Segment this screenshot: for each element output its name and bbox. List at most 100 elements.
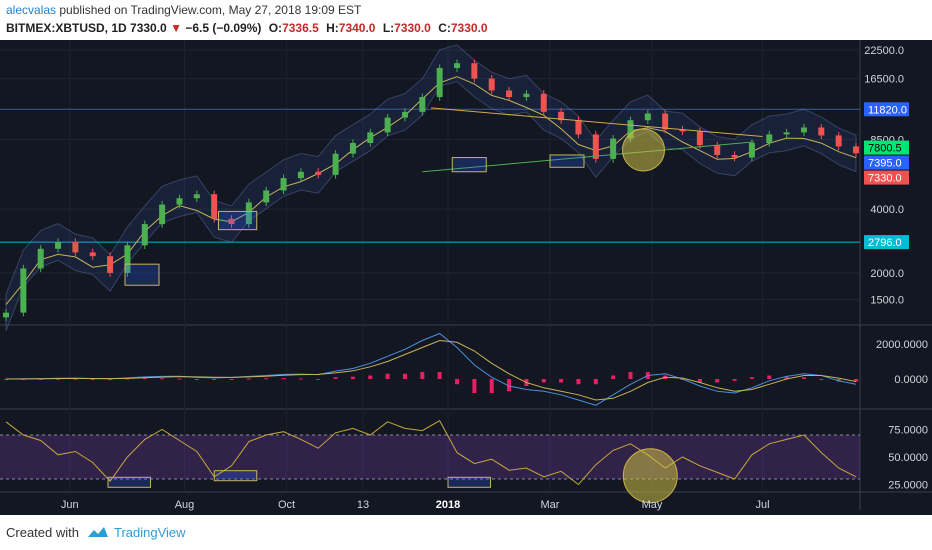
highlight-box bbox=[124, 263, 160, 286]
macd-histogram-bar bbox=[368, 375, 373, 379]
candle bbox=[592, 134, 599, 159]
macd-histogram-bar bbox=[732, 379, 737, 381]
tradingview-logo-icon bbox=[88, 527, 108, 537]
macd-histogram-bar bbox=[160, 378, 165, 380]
author-link[interactable]: alecvalas bbox=[6, 3, 57, 17]
price-label-text: 11820.0 bbox=[868, 104, 907, 116]
candle bbox=[315, 171, 322, 175]
time-axis-tick-label: Mar bbox=[541, 499, 560, 511]
candle bbox=[835, 135, 842, 147]
macd-histogram-bar bbox=[333, 377, 338, 379]
high-value: 7340.0 bbox=[338, 21, 376, 35]
open-value: 7336.5 bbox=[282, 21, 319, 35]
price-label-text: 7330.0 bbox=[868, 173, 902, 185]
candle bbox=[55, 241, 62, 249]
candle bbox=[818, 127, 825, 136]
macd-histogram-bar bbox=[767, 375, 772, 379]
rsi-highlight-box bbox=[213, 470, 258, 482]
macd-histogram-bar bbox=[697, 379, 702, 383]
last-price: 7330.0 bbox=[130, 21, 167, 35]
macd-histogram-bar bbox=[264, 378, 269, 380]
macd-histogram-bar bbox=[4, 379, 8, 380]
price-label-text: 7800.5 bbox=[868, 143, 902, 155]
rsi-focus-circle bbox=[622, 448, 678, 504]
candle bbox=[280, 178, 287, 191]
rsi-band-fill bbox=[0, 435, 860, 479]
macd-histogram-bar bbox=[715, 379, 720, 383]
macd-histogram-bar bbox=[801, 377, 806, 379]
chart-background bbox=[0, 40, 932, 515]
macd-histogram-bar bbox=[177, 378, 182, 380]
price-label-text: 7395.0 bbox=[868, 158, 902, 170]
candle bbox=[506, 90, 513, 98]
macd-histogram-bar bbox=[559, 379, 564, 383]
macd-histogram-bar bbox=[21, 378, 26, 380]
candle bbox=[766, 134, 773, 143]
macd-histogram-bar bbox=[90, 379, 95, 380]
focus-circle bbox=[622, 128, 665, 172]
candle bbox=[783, 132, 790, 135]
price-axis-tick-label: 22500.0 bbox=[864, 45, 904, 57]
candle bbox=[37, 248, 44, 269]
price-label-badge bbox=[864, 170, 909, 185]
macd-histogram-bar bbox=[489, 379, 494, 393]
macd-histogram-bar bbox=[56, 378, 61, 380]
candle bbox=[211, 194, 218, 219]
chart-area[interactable]: 22500.016500.08500.04000.02000.01500.011… bbox=[0, 40, 932, 515]
published-text: published on TradingView.com, May 27, 20… bbox=[59, 3, 362, 17]
low-value: 7330.0 bbox=[394, 21, 431, 35]
candle bbox=[263, 190, 270, 203]
candle bbox=[419, 97, 426, 112]
candle bbox=[193, 194, 200, 199]
candle bbox=[748, 142, 755, 158]
candle bbox=[228, 218, 235, 225]
candle bbox=[540, 93, 547, 112]
publish-line: alecvalas published on TradingView.com, … bbox=[6, 3, 361, 17]
symbol-label[interactable]: BITMEX:XBTUSD, 1D bbox=[6, 21, 127, 35]
macd-histogram-bar bbox=[628, 372, 633, 379]
macd-histogram-bar bbox=[784, 376, 789, 379]
rsi-axis-tick-label: 50.0000 bbox=[888, 452, 928, 464]
highlight-box bbox=[451, 157, 487, 173]
candle bbox=[610, 138, 617, 159]
macd-histogram-bar bbox=[819, 379, 824, 380]
ohlc-legend: BITMEX:XBTUSD, 1D 7330.0 ▼ −6.5 (−0.09%)… bbox=[6, 21, 488, 35]
rsi-line bbox=[5, 420, 857, 486]
price-label-badge bbox=[864, 140, 909, 155]
candle bbox=[853, 146, 859, 154]
macd-histogram-bar bbox=[472, 379, 477, 393]
candle bbox=[384, 117, 391, 133]
candle bbox=[141, 224, 148, 246]
macd-histogram-bar bbox=[38, 378, 43, 380]
chart-svg[interactable]: 22500.016500.08500.04000.02000.01500.011… bbox=[0, 40, 932, 515]
rsi-axis-tick-label: 75.0000 bbox=[888, 425, 928, 437]
macd-histogram-bar bbox=[541, 379, 546, 383]
macd-histogram-bar bbox=[125, 378, 130, 380]
price-axis-tick-label: 16500.0 bbox=[864, 74, 904, 86]
tradingview-brand[interactable]: TradingView bbox=[114, 525, 186, 540]
macd-histogram-bar bbox=[108, 379, 113, 380]
chart-header: alecvalas published on TradingView.com, … bbox=[0, 0, 932, 40]
highlight-box bbox=[549, 154, 585, 168]
candle bbox=[72, 241, 79, 253]
macd-histogram-bar bbox=[229, 379, 234, 380]
macd-histogram-bar bbox=[142, 378, 147, 380]
support-trendline bbox=[422, 141, 755, 173]
candle bbox=[297, 171, 304, 179]
candle bbox=[627, 120, 634, 139]
candle bbox=[696, 131, 703, 146]
candle bbox=[107, 256, 114, 273]
candle bbox=[20, 268, 27, 313]
time-axis-tick-label: Jul bbox=[755, 499, 769, 511]
macd-histogram-bar bbox=[437, 372, 442, 379]
candle bbox=[3, 312, 9, 318]
candle bbox=[800, 127, 807, 133]
macd-signal-line bbox=[5, 339, 857, 401]
candle bbox=[471, 63, 478, 79]
price-label-badge bbox=[864, 235, 909, 250]
close-value: 7330.0 bbox=[450, 21, 488, 35]
macd-histogram-bar bbox=[73, 378, 78, 380]
candle bbox=[662, 113, 669, 130]
price-axis-tick-label: 4000.0 bbox=[870, 204, 904, 216]
candle bbox=[159, 204, 166, 225]
